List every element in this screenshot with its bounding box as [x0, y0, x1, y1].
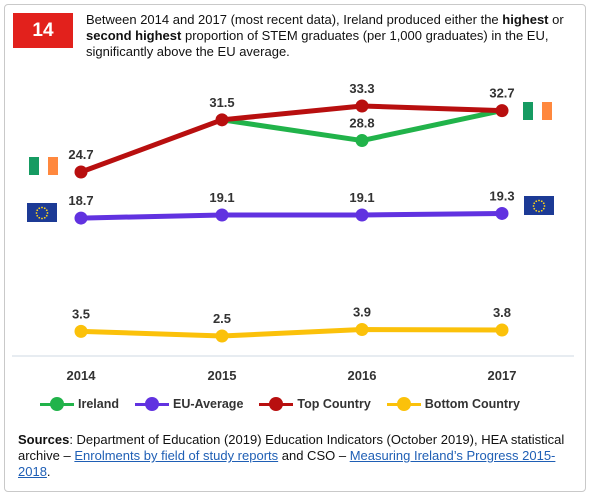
data-point-bottom-country — [355, 323, 369, 337]
x-tick-label: 2016 — [348, 368, 377, 383]
eu-star — [533, 207, 536, 210]
eu-star — [43, 216, 46, 219]
legend-swatch — [386, 397, 421, 411]
data-label-ireland: 28.8 — [349, 116, 374, 131]
legend-item-bottom-country: Bottom Country — [386, 397, 520, 411]
eu-star — [46, 211, 49, 214]
eu-star — [543, 204, 546, 207]
eu-star — [540, 199, 543, 202]
irish-flag-icon — [523, 102, 553, 120]
series-line-top-country — [78, 103, 505, 175]
x-tick-label: 2017 — [488, 368, 517, 383]
data-point-bottom-country — [495, 323, 509, 337]
data-label-top-country: 32.7 — [489, 86, 514, 101]
series-line-bottom-country — [78, 327, 505, 339]
legend-swatch — [40, 397, 74, 411]
eu-star — [542, 201, 545, 204]
data-point-bottom-country — [74, 324, 88, 338]
data-label-bottom-country: 3.8 — [493, 305, 511, 320]
headline-text-3: proportion of STEM graduates (per 1,000 … — [86, 28, 549, 59]
sources-label: Sources — [18, 432, 70, 447]
sources-note: Sources: Department of Education (2019) … — [18, 432, 578, 480]
headline-text-2: or — [548, 12, 564, 27]
legend-label: Ireland — [78, 397, 119, 411]
enrolments-report-link[interactable]: Enrolments by field of study reports — [74, 448, 279, 463]
eu-star — [532, 204, 535, 207]
eu-star — [45, 214, 48, 217]
eu-star — [535, 209, 538, 212]
measuring-irelands-progress-link[interactable]: Measuring Ireland’s Progress 2015-2018 — [18, 448, 556, 479]
data-point-bottom-country — [215, 329, 229, 343]
eu-star — [535, 199, 538, 202]
chart-legend: Ireland EU-Average Top Country Bottom Co… — [40, 394, 580, 414]
data-label-bottom-country: 3.5 — [72, 306, 90, 321]
chart-number-badge: 14 — [13, 13, 73, 48]
data-point-top-country — [495, 104, 509, 118]
headline-bold-1: highest — [502, 12, 549, 27]
legend-item-top-country: Top Country — [259, 397, 371, 411]
eu-star — [45, 208, 48, 211]
data-point-eu-average — [74, 211, 88, 225]
data-point-top-country — [215, 113, 229, 127]
eu-star — [36, 208, 39, 211]
sources-text: . — [46, 464, 51, 479]
eu-star — [542, 207, 545, 210]
legend-item-eu-average: EU-Average — [135, 397, 243, 411]
eu-flag-icon — [27, 203, 57, 222]
data-label-top-country: 24.7 — [68, 147, 93, 162]
data-label-top-country: 31.5 — [209, 95, 234, 110]
headline-bold-2: second highest — [86, 28, 182, 43]
x-tick-label: 2014 — [67, 368, 97, 383]
data-point-top-country — [74, 165, 88, 179]
data-point-ireland — [355, 134, 369, 148]
data-point-eu-average — [495, 206, 509, 220]
eu-star — [538, 199, 540, 201]
eu-star — [36, 214, 39, 217]
chart-headline: Between 2014 and 2017 (most recent data)… — [86, 12, 564, 60]
eu-star — [538, 210, 540, 212]
sources-text: and CSO – — [278, 448, 350, 463]
data-label-eu-average: 19.1 — [349, 190, 374, 205]
eu-star — [41, 206, 43, 208]
eu-star — [533, 201, 536, 204]
eu-star — [35, 211, 38, 214]
data-label-eu-average: 18.7 — [68, 193, 93, 208]
legend-label: EU-Average — [173, 397, 244, 411]
chart-card — [4, 4, 586, 492]
eu-star — [41, 217, 43, 219]
data-label-top-country: 33.3 — [349, 81, 374, 96]
headline-text-1: Between 2014 and 2017 (most recent data)… — [86, 12, 503, 27]
legend-item-ireland: Ireland — [40, 397, 119, 411]
irish-flag-icon — [29, 157, 59, 175]
sources-text: : Department of Education (2019) Educati… — [18, 432, 565, 463]
legend-label: Top Country — [297, 397, 371, 411]
data-label-eu-average: 19.3 — [489, 188, 514, 203]
data-point-eu-average — [215, 208, 229, 222]
series-line-eu-average — [78, 210, 505, 221]
legend-swatch — [135, 397, 169, 411]
x-tick-label: 2015 — [208, 368, 237, 383]
legend-swatch — [259, 397, 294, 411]
data-label-eu-average: 19.1 — [209, 190, 234, 205]
eu-flag-icon — [524, 196, 554, 215]
eu-star — [43, 206, 46, 209]
data-label-bottom-country: 3.9 — [353, 305, 371, 320]
data-point-top-country — [355, 99, 369, 113]
eu-star — [38, 216, 41, 219]
eu-star — [38, 206, 41, 209]
eu-star — [540, 209, 543, 212]
legend-label: Bottom Country — [424, 397, 520, 411]
data-label-bottom-country: 2.5 — [213, 311, 231, 326]
data-point-eu-average — [355, 208, 369, 222]
